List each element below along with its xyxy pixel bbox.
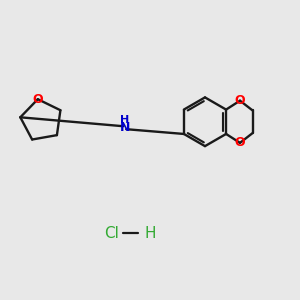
Text: O: O bbox=[235, 136, 245, 149]
Text: O: O bbox=[235, 94, 245, 107]
Text: H: H bbox=[144, 226, 156, 241]
Text: O: O bbox=[32, 93, 43, 106]
Text: N: N bbox=[119, 121, 130, 134]
Text: H: H bbox=[120, 115, 129, 125]
Text: Cl: Cl bbox=[104, 226, 119, 241]
